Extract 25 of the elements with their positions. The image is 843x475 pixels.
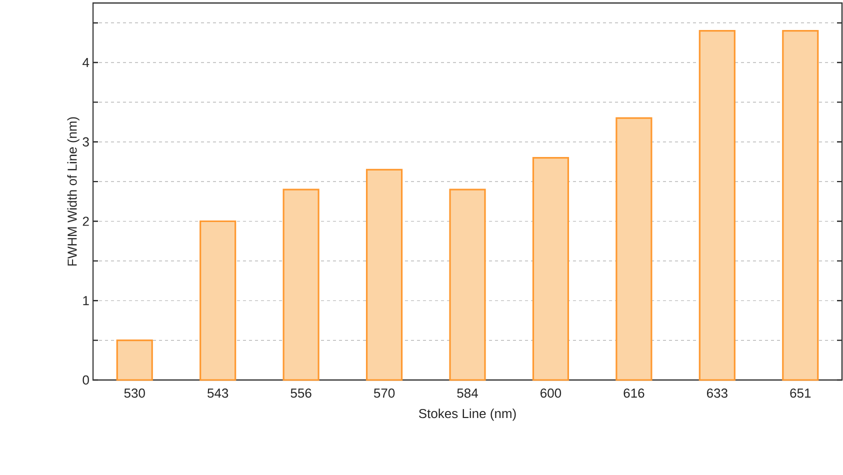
bar [200,220,236,381]
bar [532,156,570,381]
bar [282,188,320,381]
x-tick-label: 616 [624,388,644,398]
x-tick-label: 530 [124,388,145,398]
bar [116,340,153,381]
y-tick-label: 2 [82,216,89,226]
bar [616,117,652,381]
y-tick-label: 0 [82,375,89,385]
y-axis-title: FWHM Width of Line (nm) [67,117,80,266]
x-tick-label: 633 [706,388,728,398]
y-tick-label: 3 [82,137,89,146]
bar [698,30,736,381]
x-tick-label: 600 [540,388,562,398]
bar [449,188,486,381]
x-tick-label: 651 [790,388,811,398]
x-axis-title: Stokes Line (nm) [418,408,516,421]
y-tick-label: 1 [83,296,89,306]
x-tick-label: 543 [208,388,228,398]
x-tick-label: 556 [290,388,312,398]
bar [782,30,819,381]
y-tick-label: 4 [82,58,90,67]
x-tick-label: 570 [374,388,395,398]
x-tick-label: 584 [457,388,478,398]
bar [366,168,403,381]
